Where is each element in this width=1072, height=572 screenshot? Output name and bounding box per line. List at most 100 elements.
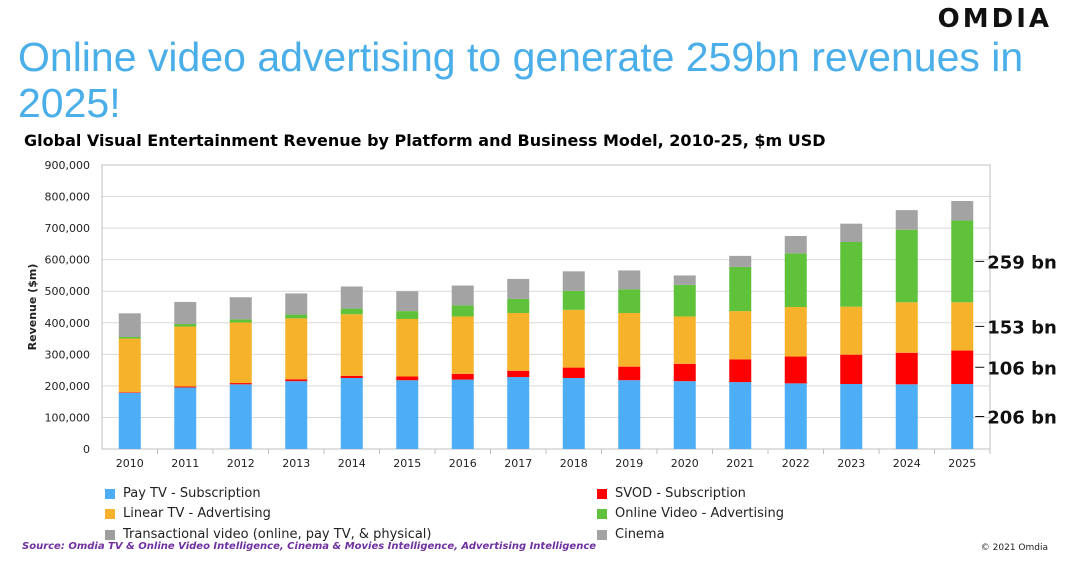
bar-2017-cinema — [507, 278, 530, 299]
bar-2025-pay-tv-subscription — [951, 383, 974, 449]
y-tick-label: 100,000 — [45, 411, 91, 424]
bar-2019-online-video-advertising — [618, 289, 641, 313]
bar-2014-cinema — [340, 286, 363, 309]
x-tick-label: 2015 — [393, 457, 421, 470]
bar-2015-cinema — [396, 291, 419, 312]
bar-2018-cinema — [562, 271, 585, 291]
y-tick-label: 300,000 — [45, 348, 91, 361]
y-tick-label: 200,000 — [45, 380, 91, 393]
chart-legend: Pay TV - Subscription SVOD - Subscriptio… — [0, 484, 1072, 544]
bar-2025-linear-tv-advertising — [951, 302, 974, 351]
source-note: Source: Omdia TV & Online Video Intellig… — [22, 541, 597, 552]
bar-2016-cinema — [451, 285, 474, 306]
legend-swatch-transactional — [105, 529, 115, 540]
y-tick-label: 500,000 — [45, 285, 91, 298]
bar-2019-svod-subscription — [618, 366, 641, 381]
bar-2020-pay-tv-subscription — [673, 381, 696, 449]
bar-2021-svod-subscription — [729, 359, 752, 383]
legend-item-pay-tv: Pay TV - Subscription — [105, 486, 261, 501]
omdia-logo: OMDIA — [937, 4, 1052, 34]
bar-2021-pay-tv-subscription — [729, 382, 752, 449]
bar-2023-linear-tv-advertising — [840, 306, 863, 355]
bar-2013-pay-tv-subscription — [285, 381, 308, 449]
bar-2016-pay-tv-subscription — [451, 379, 474, 449]
stacked-bar-chart: 0 100,000 200,000 300,000 400,000 500,000 600,… — [26, 159, 1057, 470]
bar-2022-cinema — [784, 236, 807, 254]
bar-2024-pay-tv-subscription — [895, 384, 918, 449]
annotation-label: 106 bn — [987, 358, 1057, 379]
x-tick-label: 2010 — [116, 457, 144, 470]
legend-swatch-pay-tv — [105, 488, 115, 499]
y-tick-label: 800,000 — [45, 191, 91, 204]
x-tick-label: 2025 — [948, 457, 976, 470]
annotation-label: 206 bn — [987, 407, 1057, 428]
bar-2013-linear-tv-advertising — [285, 318, 308, 380]
bar-2019-pay-tv-subscription — [618, 380, 641, 449]
bar-2014-pay-tv-subscription — [340, 378, 363, 449]
x-tick-label: 2016 — [449, 457, 477, 470]
bar-2012-pay-tv-subscription — [229, 384, 252, 449]
bar-2018-svod-subscription — [562, 367, 585, 378]
bar-2015-online-video-advertising — [396, 311, 419, 319]
bar-2012-online-video-advertising — [229, 319, 252, 323]
bar-2024-svod-subscription — [895, 352, 918, 385]
bar-2012-cinema — [229, 297, 252, 320]
y-tick-label: 400,000 — [45, 317, 91, 330]
bar-2019-linear-tv-advertising — [618, 312, 641, 367]
bar-2025-cinema — [951, 200, 974, 221]
bar-2013-svod-subscription — [285, 379, 308, 382]
legend-label-pay-tv: Pay TV - Subscription — [123, 486, 261, 501]
bar-2018-linear-tv-advertising — [562, 309, 585, 368]
x-tick-label: 2024 — [893, 457, 921, 470]
bar-2014-online-video-advertising — [340, 308, 363, 315]
bar-2017-svod-subscription — [507, 370, 530, 378]
bar-2020-linear-tv-advertising — [673, 316, 696, 364]
bar-2023-svod-subscription — [840, 354, 863, 384]
legend-item-svod: SVOD - Subscription — [597, 486, 746, 501]
bar-2017-online-video-advertising — [507, 298, 530, 313]
page-headline: Online video advertising to generate 259… — [18, 34, 1024, 126]
legend-label-linear-tv: Linear TV - Advertising — [123, 506, 271, 521]
bar-2011-svod-subscription — [174, 386, 197, 388]
bar-2013-online-video-advertising — [285, 314, 308, 319]
bar-2025-svod-subscription — [951, 350, 974, 384]
bar-2010-svod-subscription — [118, 392, 141, 393]
x-tick-label: 2021 — [726, 457, 754, 470]
bar-2016-online-video-advertising — [451, 305, 474, 317]
bar-2011-pay-tv-subscription — [174, 387, 197, 449]
x-tick-label: 2022 — [782, 457, 810, 470]
bar-2010-cinema — [118, 313, 141, 337]
annotation-label: 153 bn — [987, 317, 1057, 338]
bar-2013-cinema — [285, 293, 308, 315]
copyright-note: © 2021 Omdia — [980, 543, 1048, 553]
legend-swatch-cinema — [597, 529, 607, 540]
y-tick-label: 700,000 — [45, 222, 91, 235]
bar-2020-cinema — [673, 275, 696, 285]
y-tick-label: 600,000 — [45, 254, 91, 267]
bar-2022-pay-tv-subscription — [784, 383, 807, 449]
bar-2021-cinema — [729, 255, 752, 267]
x-tick-label: 2018 — [560, 457, 588, 470]
y-tick-label: 900,000 — [45, 159, 91, 172]
bar-2019-cinema — [618, 270, 641, 290]
legend-item-cinema: Cinema — [597, 527, 665, 542]
x-tick-label: 2013 — [282, 457, 310, 470]
legend-item-linear-tv: Linear TV - Advertising — [105, 506, 271, 521]
bar-2014-linear-tv-advertising — [340, 314, 363, 376]
x-tick-label: 2014 — [338, 457, 366, 470]
legend-label-svod: SVOD - Subscription — [615, 486, 746, 501]
legend-swatch-svod — [597, 488, 607, 499]
bar-2015-pay-tv-subscription — [396, 380, 419, 449]
bar-2012-linear-tv-advertising — [229, 322, 252, 384]
legend-item-online-video: Online Video - Advertising — [597, 506, 784, 521]
x-tick-label: 2011 — [171, 457, 199, 470]
chart-title: Global Visual Entertainment Revenue by P… — [24, 131, 826, 150]
bar-2010-pay-tv-subscription — [118, 392, 141, 449]
legend-label-online-video: Online Video - Advertising — [615, 506, 784, 521]
bar-2025-online-video-advertising — [951, 220, 974, 303]
bar-2022-svod-subscription — [784, 356, 807, 384]
bar-2015-linear-tv-advertising — [396, 318, 419, 377]
bar-2021-online-video-advertising — [729, 266, 752, 312]
bar-2018-online-video-advertising — [562, 290, 585, 310]
bar-2024-online-video-advertising — [895, 229, 918, 303]
